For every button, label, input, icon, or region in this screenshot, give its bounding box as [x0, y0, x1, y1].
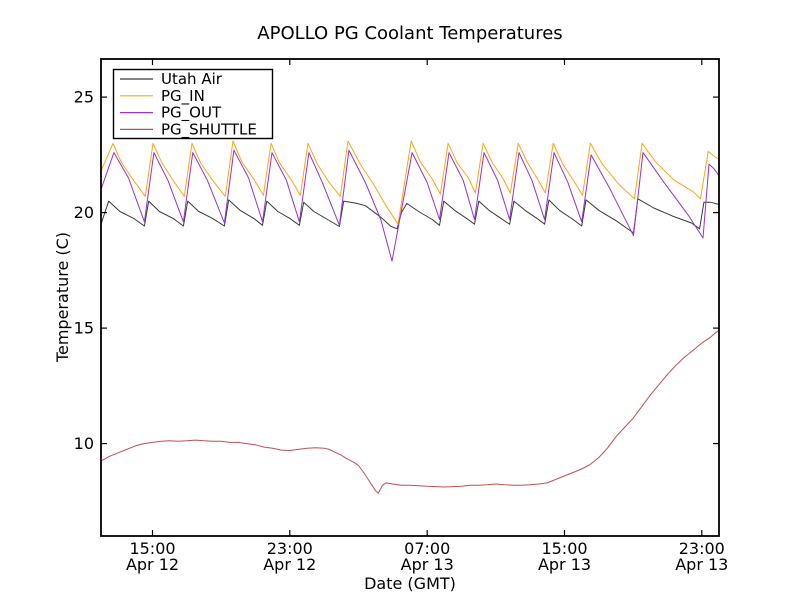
- x-tick-date-label: Apr 12: [263, 555, 316, 574]
- x-tick-time-label: 07:00: [404, 539, 450, 558]
- x-tick-time-label: 15:00: [541, 539, 587, 558]
- legend-label: Utah Air: [161, 70, 223, 88]
- legend-box: [112, 68, 274, 140]
- chart-title: APOLLO PG Coolant Temperatures: [257, 23, 562, 44]
- series-line-pg-in: [101, 140, 719, 225]
- x-tick-date-label: Apr 12: [126, 555, 179, 574]
- series-line-pg-shuttle: [101, 329, 719, 494]
- plot-border: [100, 58, 720, 537]
- x-axis-label: Date (GMT): [364, 574, 456, 593]
- series-line-utah-air: [101, 198, 719, 234]
- plot-area: [101, 140, 719, 494]
- x-tick-date-label: Apr 13: [538, 555, 591, 574]
- x-tick-time-label: 23:00: [679, 539, 725, 558]
- y-tick-label: 25: [74, 88, 94, 107]
- y-axis-label: Temperature (C): [53, 232, 72, 363]
- axis-ticks: [101, 59, 719, 536]
- y-tick-label: 20: [74, 203, 94, 222]
- legend-label: PG_OUT: [161, 104, 222, 123]
- x-tick-date-label: Apr 13: [675, 555, 728, 574]
- legend-label: PG_SHUTTLE: [161, 120, 257, 139]
- y-tick-label: 15: [74, 319, 94, 338]
- x-tick-time-label: 15:00: [129, 539, 175, 558]
- x-tick-date-label: Apr 13: [401, 555, 454, 574]
- series-line-pg-out: [101, 149, 719, 262]
- x-tick-time-label: 23:00: [267, 539, 313, 558]
- y-tick-label: 10: [74, 434, 94, 453]
- legend-label: PG_IN: [161, 87, 205, 106]
